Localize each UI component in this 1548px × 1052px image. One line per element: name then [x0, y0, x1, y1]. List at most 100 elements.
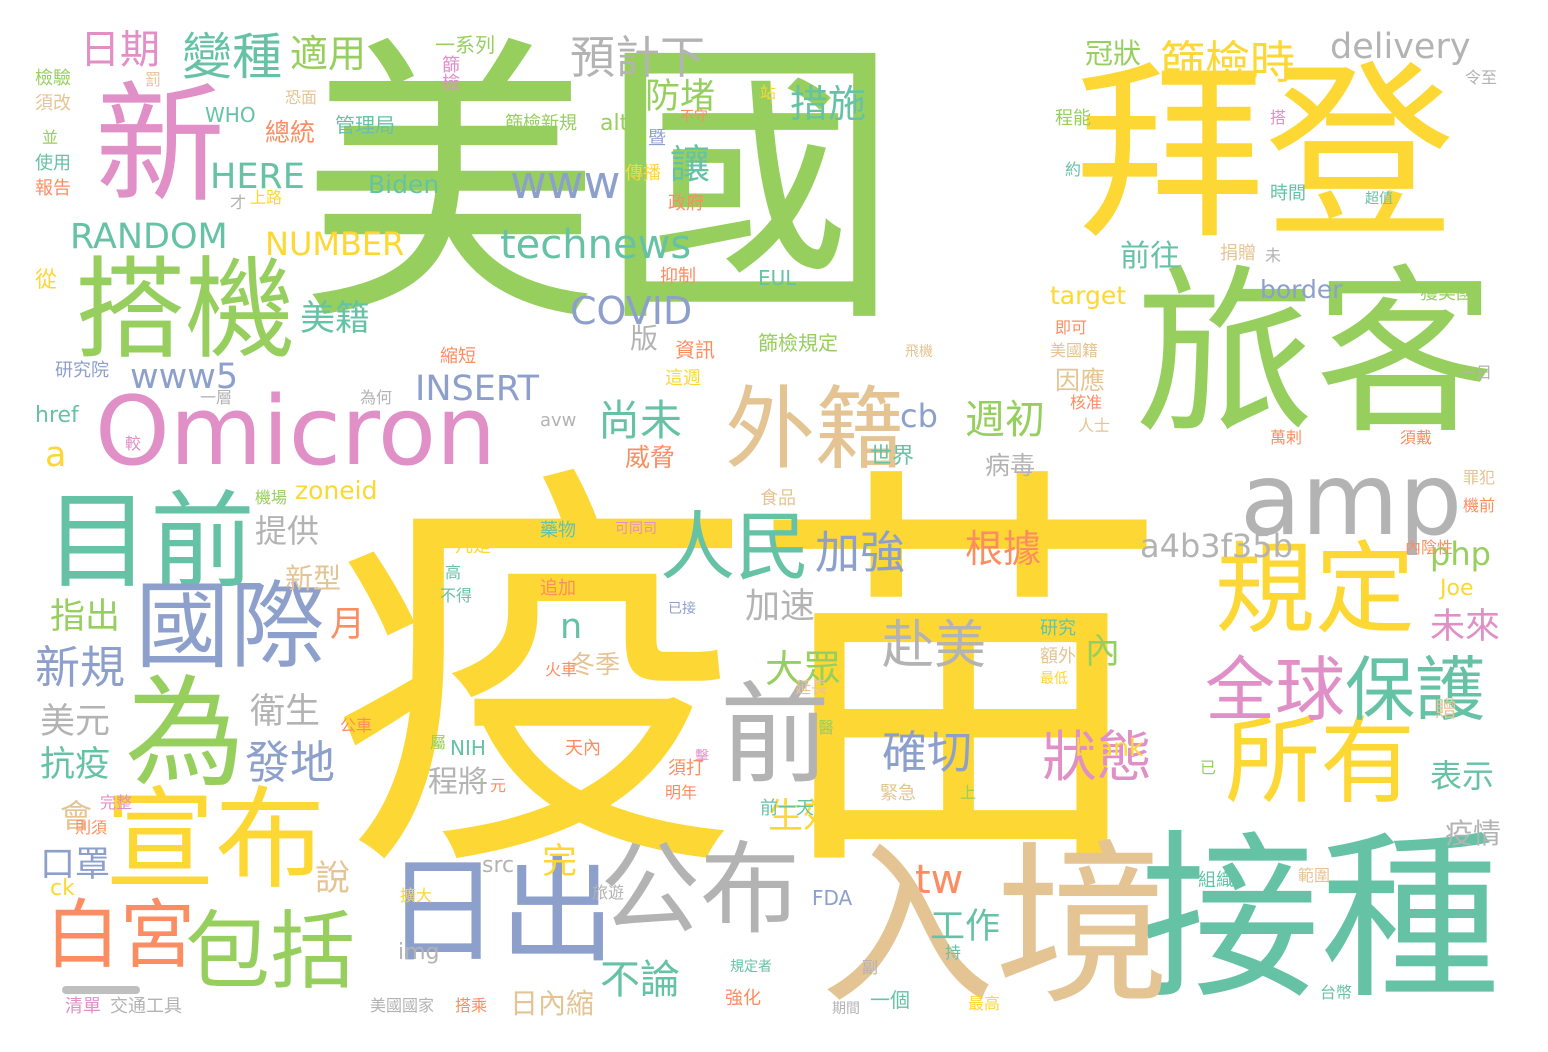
word-cloud-term: Omicron [95, 377, 497, 487]
word-cloud-term: 公車 [340, 716, 373, 735]
word-cloud-term: 持 [945, 943, 962, 962]
word-cloud-term: COVID [570, 289, 693, 333]
word-cloud-term: 則須 [75, 818, 108, 837]
word-cloud-term: 時間 [1270, 183, 1306, 204]
word-cloud-term: 赴美 [882, 616, 987, 676]
word-cloud-term: alt [600, 111, 629, 136]
word-cloud-term: 發地 [245, 736, 336, 789]
word-cloud-term: 副 [862, 958, 879, 977]
word-cloud-term: 擴大 [400, 886, 433, 905]
word-cloud-term: 措施 [790, 82, 867, 126]
word-cloud-term: 前往 [1120, 239, 1180, 274]
word-cloud-term: 藥物 [540, 520, 576, 541]
word-cloud-term: 內 [1085, 632, 1121, 672]
word-cloud-term: 上路 [250, 188, 283, 207]
word-cloud-term: 衛生 [250, 692, 321, 732]
word-cloud-term: 口罩 [40, 845, 111, 885]
word-cloud-term: 須戴 [1400, 428, 1433, 447]
word-cloud-term: amp [1240, 441, 1463, 558]
word-cloud-term: 才 [230, 193, 247, 212]
word-cloud-term: 前一天 [760, 798, 814, 819]
word-cloud-term: 政府 [668, 193, 704, 214]
word-cloud-term: 包括 [185, 903, 356, 1002]
word-cloud-term: 拜登 [1075, 44, 1456, 265]
word-cloud-term: 美籍 [300, 299, 371, 339]
word-cloud-term: 篩檢新規 [505, 113, 577, 134]
word-cloud-term: 研究院 [55, 360, 109, 381]
word-cloud-term: 週初 [965, 397, 1045, 443]
word-cloud-term: 入境 [820, 826, 1170, 1029]
word-cloud-term: 世界 [870, 444, 915, 469]
word-cloud-term: 防堵 [645, 77, 716, 117]
word-cloud-term: 一個 [870, 988, 910, 1012]
word-cloud-term: technews [500, 222, 692, 268]
word-cloud-term: 版 [630, 322, 659, 355]
word-cloud-term: 公布 [600, 831, 800, 948]
word-cloud-term: 交通工具 [110, 996, 182, 1017]
word-cloud-term: src [482, 853, 515, 878]
word-cloud-term: 機前 [1463, 496, 1496, 515]
word-cloud-term: WHO [205, 103, 256, 127]
word-cloud-term: border [1260, 275, 1343, 304]
word-cloud-term: 最高 [968, 994, 1001, 1013]
word-cloud-term: 傳播 [625, 163, 661, 184]
word-cloud-term: Joe [1440, 576, 1474, 601]
word-cloud-term: blank [1075, 733, 1144, 762]
word-cloud-term: 不得 [440, 586, 473, 605]
word-cloud-term: 程將 [428, 765, 488, 800]
word-cloud-term: 從 [35, 268, 58, 293]
word-cloud-term: 提供 [255, 512, 320, 550]
word-cloud-term: 強化 [725, 988, 761, 1009]
word-cloud-term: 適用 [290, 32, 367, 76]
word-cloud-term: 最低 [1040, 671, 1068, 687]
word-cloud-term: 即可 [1055, 318, 1088, 337]
word-cloud-term: 高 [445, 563, 462, 582]
word-cloud-term: ck [50, 876, 75, 901]
word-cloud-term: 捐贈 [1220, 243, 1256, 264]
word-cloud-term: zoneid [295, 476, 378, 505]
word-cloud-term: target [1050, 281, 1127, 310]
word-cloud-term: 威脅 [625, 443, 676, 472]
word-cloud-term: delivery [1330, 27, 1471, 67]
word-cloud-term: 說 [315, 859, 351, 899]
word-cloud-term: 新型 [285, 562, 342, 595]
word-cloud-term: EUL [758, 266, 797, 290]
word-cloud-term: 會 [60, 797, 93, 835]
word-cloud-term: 根據 [965, 527, 1042, 571]
word-cloud-term: 新 [95, 69, 226, 221]
word-cloud-term: a [45, 435, 67, 475]
word-cloud-term: 清單 [65, 996, 101, 1017]
word-cloud-term: 暨 [648, 128, 666, 149]
word-cloud-term: 指出 [50, 597, 121, 637]
word-cloud-term: 內陰性 [1405, 538, 1454, 557]
word-cloud-term: 令至 [1465, 68, 1498, 87]
word-cloud-term: 額外 [1040, 646, 1076, 667]
word-cloud-term: 病毒 [985, 451, 1036, 480]
word-cloud-term: 疫情 [1445, 817, 1502, 850]
word-cloud-term: 篩檢 [439, 55, 460, 91]
word-cloud-term: 台幣 [1320, 983, 1353, 1002]
word-cloud-term: www5 [130, 357, 239, 397]
word-cloud-term: 未來 [1430, 607, 1501, 647]
word-cloud-term: 天內 [565, 738, 601, 759]
word-cloud-term: 日期 [80, 27, 160, 73]
word-cloud-term: 核准 [1070, 393, 1103, 412]
word-cloud-term: 篩檢規定 [758, 331, 838, 355]
word-cloud-term: Biden [368, 170, 440, 199]
word-cloud-term: 工作 [930, 907, 1001, 947]
word-cloud-term: 屬 [430, 733, 447, 752]
word-cloud-term: 火車 [545, 660, 578, 679]
word-cloud-term: 為何 [360, 388, 393, 407]
word-cloud-term: 表示 [1430, 757, 1495, 795]
word-cloud-term: 擊 [695, 749, 709, 765]
word-cloud-term: NIH [450, 736, 486, 760]
word-cloud-term: 旅遊 [592, 883, 625, 902]
word-cloud-term: 完 [542, 842, 578, 882]
word-cloud-term: 獲美國 [1420, 283, 1474, 304]
word-cloud-term: 機場 [255, 488, 288, 507]
word-cloud-term: 一層 [200, 388, 233, 407]
word-cloud-term: 目前 [45, 481, 256, 603]
word-cloud-term: 這週 [665, 368, 701, 389]
word-cloud-term: 須打 [668, 758, 704, 779]
